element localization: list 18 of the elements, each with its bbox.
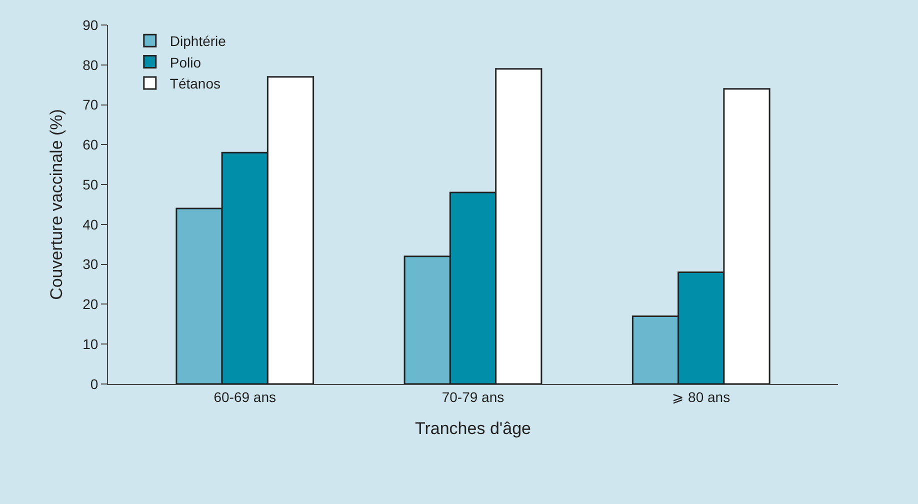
y-tick-label: 20 — [82, 296, 98, 312]
y-tick-label: 60 — [82, 136, 98, 153]
y-tick-label: 30 — [82, 256, 98, 272]
y-axis-title: Couverture vaccinale (%) — [47, 109, 66, 300]
y-tick-label: 10 — [82, 336, 98, 352]
y-tick-label: 70 — [82, 96, 98, 113]
x-tick-label: 60-69 ans — [214, 388, 276, 405]
legend-label: Diphtérie — [170, 33, 226, 50]
legend-label: Tétanos — [170, 75, 220, 92]
y-tick-label: 40 — [82, 216, 98, 232]
y-tick-label: 80 — [82, 56, 98, 73]
x-tick-label: ⩾ 80 ans — [672, 388, 730, 405]
x-axis-title: Tranches d'âge — [414, 419, 532, 438]
y-tick-label: 90 — [82, 16, 98, 33]
y-tick-label: 50 — [82, 176, 98, 192]
x-tick-label: 70-79 ans — [442, 388, 504, 405]
y-tick-label: 0 — [90, 376, 98, 392]
legend-label: Polio — [170, 54, 202, 70]
